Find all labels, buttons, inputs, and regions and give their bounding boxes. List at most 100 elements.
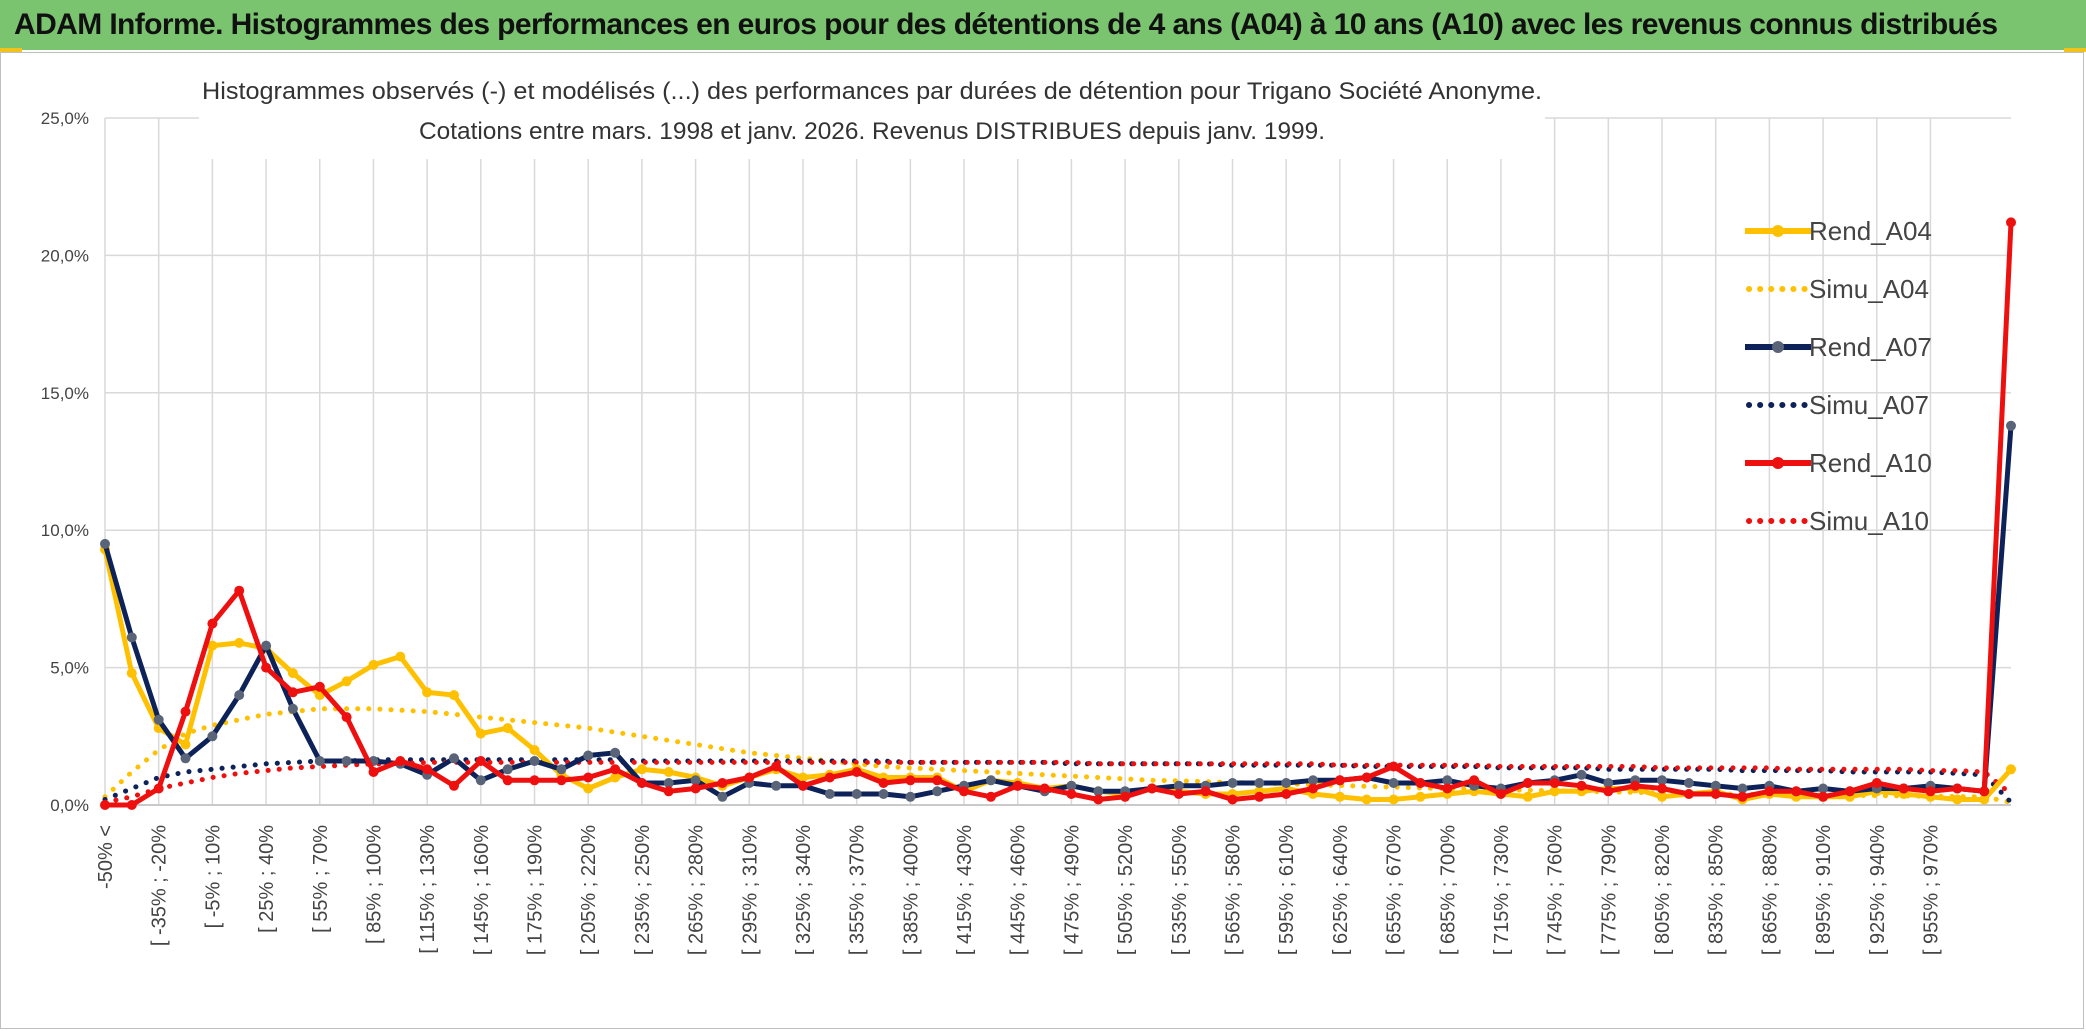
x-tick-label: [ 715% ; 730% (1491, 825, 1513, 955)
data-point (1254, 778, 1265, 788)
x-tick-label: [ 655% ; 670% (1384, 825, 1406, 955)
x-tick-label: [ 175% ; 190% (525, 825, 547, 955)
data-point (2006, 764, 2016, 775)
histogram-chart: 0,0% 5,0% 10,0% 15,0% 20,0% 25,0% -50% < [ -35… (41, 59, 2016, 955)
data-point (1147, 783, 1157, 794)
data-point (1657, 783, 1667, 794)
data-point (1657, 791, 1667, 802)
x-tick-label: [ 565% ; 580% (1222, 825, 1244, 955)
data-point (1657, 775, 1667, 786)
data-point (1361, 794, 1372, 805)
data-point (556, 775, 567, 786)
data-point (1522, 778, 1533, 788)
data-point (153, 783, 164, 794)
x-tick-label: [ -35% ; -20% (149, 825, 171, 946)
x-tick-label: -50% < (95, 825, 117, 889)
data-point (878, 778, 889, 788)
legend-marker (1772, 225, 1784, 237)
data-point (395, 651, 406, 662)
x-tick-label: [ 505% ; 520% (1115, 825, 1137, 955)
legend-item-Simu_A04: Simu_A04 (1746, 274, 1929, 304)
data-point (1549, 778, 1560, 788)
legend-item-Rend_A10: Rend_A10 (1745, 448, 1932, 478)
data-point (395, 756, 406, 766)
data-point (985, 775, 996, 786)
data-point (207, 618, 218, 629)
x-tick-label: [ 865% ; 880% (1759, 825, 1781, 955)
data-point (1469, 775, 1480, 786)
data-point (690, 775, 701, 786)
data-point (985, 791, 996, 802)
data-point (475, 756, 486, 766)
data-point (1683, 789, 1694, 799)
data-point (1334, 775, 1345, 786)
data-point (314, 756, 325, 766)
x-tick-label: [ 925% ; 940% (1867, 825, 1889, 955)
data-point (234, 690, 245, 701)
y-tick-label: 10,0% (41, 521, 89, 540)
data-point (1388, 778, 1399, 788)
data-point (341, 756, 352, 766)
y-axis-ticks: 0,0% 5,0% 10,0% 15,0% 20,0% 25,0% (41, 109, 89, 815)
data-point (1281, 778, 1292, 788)
data-point (583, 750, 594, 761)
x-tick-label: [ 235% ; 250% (632, 825, 654, 955)
y-tick-label: 5,0% (50, 659, 89, 678)
legend-label: Simu_A10 (1809, 506, 1929, 536)
x-tick-label: [ 775% ; 790% (1598, 825, 1620, 955)
x-tick-label: [ 445% ; 460% (1008, 825, 1030, 955)
data-point (368, 659, 379, 670)
chart-frame: 0,0% 5,0% 10,0% 15,0% 20,0% 25,0% -50% < [ -35… (0, 52, 2084, 1029)
data-point (663, 778, 674, 788)
legend-label: Rend_A04 (1809, 216, 1932, 246)
x-tick-label: [ 205% ; 220% (578, 825, 600, 955)
data-point (1764, 786, 1775, 797)
data-point (1254, 791, 1265, 802)
data-point (1066, 780, 1077, 791)
x-tick-label: [ -5% ; 10% (202, 825, 224, 929)
data-point (824, 772, 835, 783)
data-point (1576, 780, 1587, 791)
data-point (932, 786, 943, 797)
data-point (1442, 783, 1453, 794)
data-point (2006, 217, 2016, 228)
data-point (717, 791, 728, 802)
x-tick-label: [ 295% ; 310% (739, 825, 761, 955)
data-point (1818, 783, 1829, 794)
x-tick-label: [ 265% ; 280% (686, 825, 708, 955)
data-point (1630, 780, 1641, 791)
legend: Rend_A04 Simu_A04 Rend_A07 Simu_A07 Rend_A10… (1745, 216, 1932, 536)
data-point (663, 767, 674, 777)
data-point (449, 690, 459, 701)
data-point (1710, 780, 1721, 791)
x-tick-label: [ 745% ; 760% (1545, 825, 1567, 955)
x-tick-label: [ 385% ; 400% (900, 825, 922, 955)
data-point (341, 712, 352, 723)
data-point (502, 764, 513, 775)
legend-item-Simu_A10: Simu_A10 (1746, 506, 1929, 536)
data-point (798, 780, 808, 791)
data-point (100, 538, 110, 549)
data-point (234, 585, 245, 596)
data-point (314, 681, 325, 692)
data-point (502, 775, 513, 786)
legend-item-Rend_A04: Rend_A04 (1745, 216, 1932, 246)
data-point (932, 775, 943, 786)
data-point (744, 772, 755, 783)
data-point (1737, 783, 1748, 794)
title-backdrop (199, 59, 1545, 159)
chart-title-line-1: Histogrammes observés (-) et modélisés (… (202, 78, 1542, 105)
data-point (1120, 791, 1131, 802)
data-point (1979, 786, 1990, 797)
data-point (234, 637, 245, 648)
data-point (287, 687, 298, 698)
series-line (105, 222, 2014, 808)
data-point (1549, 786, 1560, 797)
data-point (798, 772, 808, 783)
data-point (1066, 789, 1077, 799)
series-line (102, 425, 2014, 800)
x-tick-label: [ 535% ; 550% (1169, 825, 1191, 955)
x-tick-label: [ 475% ; 490% (1061, 825, 1083, 955)
data-point (126, 632, 137, 643)
data-point (610, 772, 621, 783)
